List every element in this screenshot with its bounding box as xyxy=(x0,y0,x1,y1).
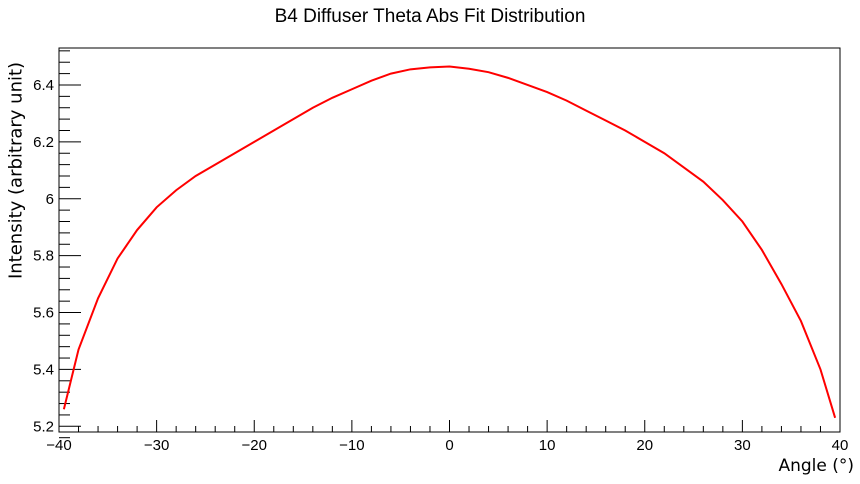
y-tick-label: 6 xyxy=(46,191,54,208)
y-tick-label: 6.4 xyxy=(33,77,54,94)
x-axis-label: Angle (°) xyxy=(778,456,854,476)
series-line xyxy=(62,65,837,419)
x-tick-label: −30 xyxy=(144,437,169,454)
x-tick-label: 10 xyxy=(539,437,556,454)
chart-title: B4 Diffuser Theta Abs Fit Distribution xyxy=(274,6,586,27)
x-tick-label: 40 xyxy=(832,437,849,454)
y-axis-label: Intensity (arbitrary unit) xyxy=(5,61,27,280)
y-tick-label: 5.2 xyxy=(33,418,54,435)
y-tick-label: 5.4 xyxy=(33,361,54,378)
x-tick-label: −40 xyxy=(46,437,71,454)
x-tick-label: 0 xyxy=(445,437,453,454)
x-axis: −40 −30 −20 −10 0 10 20 30 40 xyxy=(46,420,848,454)
x-tick-label: 30 xyxy=(734,437,751,454)
plot-frame xyxy=(58,47,841,433)
x-tick-label: −20 xyxy=(242,437,267,454)
y-axis: 5.2 5.4 5.6 5.8 6 6.2 6.4 xyxy=(33,50,81,439)
y-tick-label: 6.2 xyxy=(33,134,54,151)
y-tick-label: 5.8 xyxy=(33,248,54,265)
x-tick-label: 20 xyxy=(636,437,653,454)
y-tick-label: 5.6 xyxy=(33,305,54,322)
x-tick-label: −10 xyxy=(339,437,364,454)
